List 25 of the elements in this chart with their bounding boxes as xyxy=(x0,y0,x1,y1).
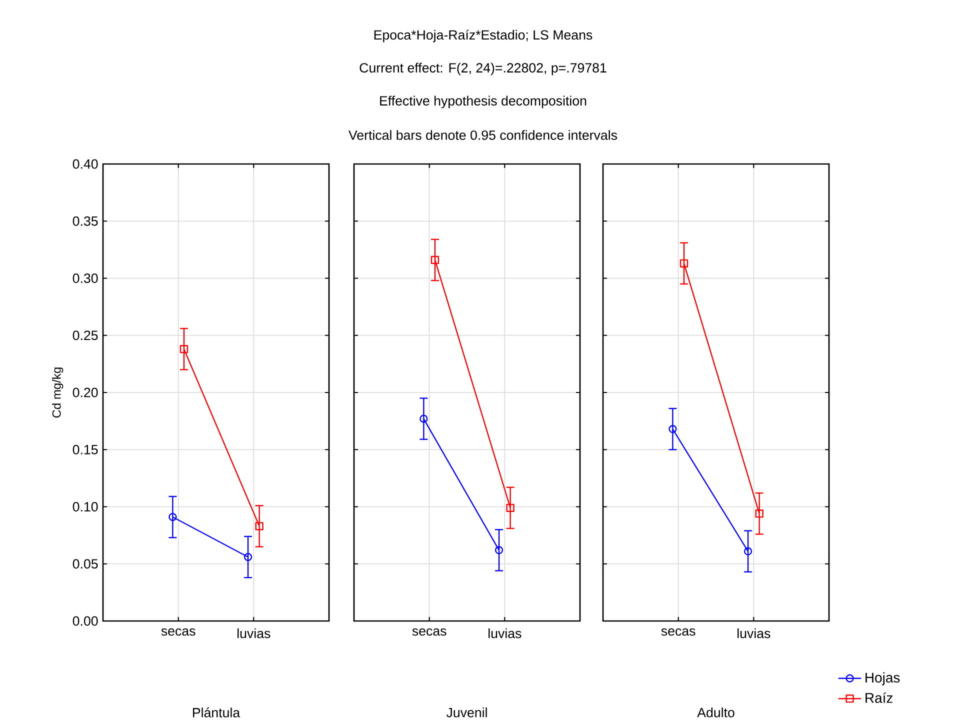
y-tick-label: 0.40 xyxy=(72,159,98,169)
x-axis-title: Plántula xyxy=(193,707,240,718)
x-tick-label: luvias xyxy=(488,628,522,638)
y-tick-label: 0.05 xyxy=(72,559,98,569)
legend-label: Hojas xyxy=(866,672,900,686)
y-tick-label: 0.00 xyxy=(72,616,98,626)
x-tick-label: secas xyxy=(412,628,446,636)
y-tick-label: 0.25 xyxy=(72,330,98,340)
y-tick-label: 0.20 xyxy=(72,388,98,398)
y-axis-title: Cd mg/kg xyxy=(52,368,64,418)
x-tick-label: luvias xyxy=(238,628,270,638)
chart-subtitle: Current effect: F(2, 24)=.22802, p=.79781 xyxy=(360,62,606,76)
x-tick-label: luvias xyxy=(738,628,770,638)
text: Effective hypothesis decomposition xyxy=(380,96,586,108)
y-tick-label: 0.15 xyxy=(72,444,98,454)
text: Vertical bars denote 0.95 confidence intervals xyxy=(348,130,617,140)
y-tick-label: 0.10 xyxy=(72,502,98,512)
x-tick-label: secas xyxy=(661,628,696,636)
y-tick-label: 0.30 xyxy=(72,274,98,283)
y-tick-label: 0.35 xyxy=(72,216,98,226)
legend-label: Raíz xyxy=(866,692,893,703)
x-axis-title: Adulto xyxy=(697,708,734,718)
chart-title: Epoca*Hoja-Raíz*Estadio; LS Means xyxy=(374,30,592,42)
x-tick-label: secas xyxy=(161,628,196,636)
x-axis-title: Juvenil xyxy=(446,708,487,718)
